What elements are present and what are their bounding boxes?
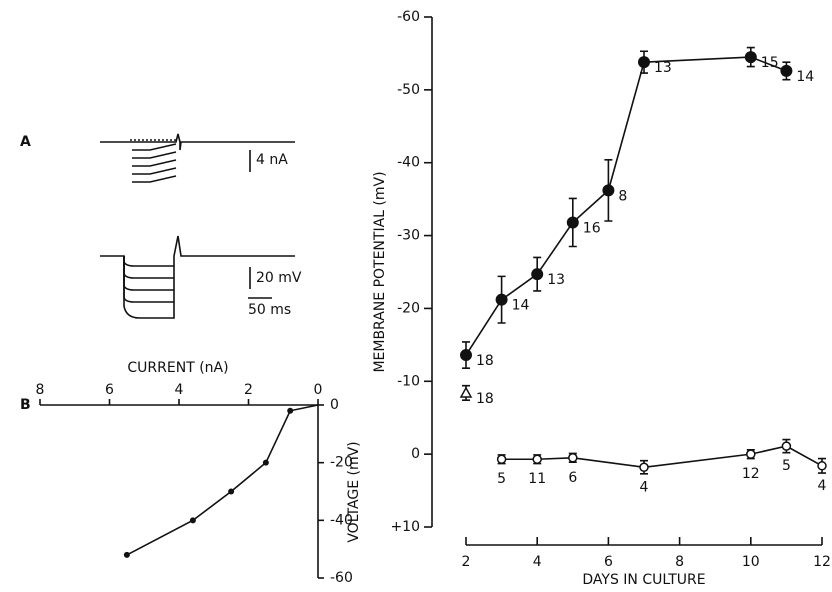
n-label: 11 <box>528 471 546 487</box>
current-step <box>132 175 177 183</box>
data-point <box>746 449 756 459</box>
current-step <box>132 159 177 167</box>
data-point <box>817 461 827 471</box>
n-label: 13 <box>547 272 565 288</box>
y-tick-label: -60 <box>397 9 420 25</box>
x-tick-label: 6 <box>604 554 613 570</box>
y-tick-label: -10 <box>397 373 420 389</box>
data-point <box>781 441 792 451</box>
n-label: 6 <box>568 470 577 486</box>
n-label: 15 <box>761 55 779 71</box>
data-point <box>744 51 757 64</box>
data-point <box>568 453 578 463</box>
data-point <box>460 349 472 362</box>
n-label: 14 <box>796 69 814 85</box>
y-tick-label: -50 <box>397 82 420 98</box>
data-point <box>532 454 542 464</box>
data-point <box>123 551 130 558</box>
panel-label: A <box>20 134 31 150</box>
data-point <box>780 64 793 77</box>
x-tick-label: 2 <box>462 554 471 570</box>
voltage-step <box>123 256 174 303</box>
n-label: 4 <box>818 478 827 494</box>
n-label: 14 <box>512 298 530 314</box>
scale-bar-label: 50 ms <box>248 302 291 318</box>
y-tick-label: -20 <box>330 455 353 471</box>
current-step <box>132 167 177 175</box>
current-step <box>132 151 177 159</box>
n-label: 5 <box>782 458 791 474</box>
data-point <box>495 293 508 306</box>
x-tick-label: 4 <box>533 554 542 570</box>
panel-label: B <box>20 397 31 413</box>
n-label: 12 <box>742 466 760 482</box>
data-point <box>262 459 269 466</box>
x-tick-label: 2 <box>244 382 253 398</box>
x-axis-label: CURRENT (nA) <box>127 360 228 376</box>
voltage-step <box>123 256 174 291</box>
data-point <box>459 386 473 398</box>
data-point <box>531 268 544 281</box>
y-tick-label: 0 <box>411 446 420 462</box>
fit-line <box>126 404 319 556</box>
n-label: 8 <box>618 188 627 204</box>
data-point <box>189 517 196 524</box>
x-tick-label: 8 <box>36 382 45 398</box>
voltage-step <box>123 256 174 267</box>
n-label: 13 <box>654 60 672 76</box>
x-tick-label: 10 <box>742 554 760 570</box>
x-tick-label: 8 <box>675 554 684 570</box>
n-label: 18 <box>476 391 494 407</box>
y-tick-label: -40 <box>330 512 353 528</box>
n-label: 5 <box>497 471 506 487</box>
scale-bar-label: 20 mV <box>256 270 302 286</box>
series-line <box>501 445 823 469</box>
x-axis-label: DAYS IN CULTURE <box>582 572 705 588</box>
y-tick-label: -60 <box>330 570 353 586</box>
x-tick-label: 0 <box>314 382 323 398</box>
current-trace <box>100 133 295 151</box>
data-point <box>566 216 579 229</box>
data-point <box>496 454 507 464</box>
y-tick-label: 0 <box>330 397 339 413</box>
data-point <box>228 488 235 495</box>
n-label: 18 <box>476 353 494 369</box>
current-step <box>132 143 177 151</box>
y-tick-label: -20 <box>397 300 420 316</box>
y-axis-label: MEMBRANE POTENTIAL (mV) <box>372 171 388 372</box>
x-tick-label: 6 <box>105 382 114 398</box>
voltage-step <box>123 256 174 279</box>
data-point <box>602 184 615 197</box>
voltage-trace <box>100 235 295 319</box>
y-tick-label: -30 <box>397 228 420 244</box>
n-label: 4 <box>640 479 649 495</box>
data-point <box>638 56 650 69</box>
n-label: 16 <box>583 220 601 236</box>
data-point <box>287 407 294 414</box>
x-tick-label: 12 <box>813 554 831 570</box>
x-tick-label: 4 <box>175 382 184 398</box>
y-tick-label: -40 <box>397 155 420 171</box>
y-tick-label: +10 <box>390 519 420 535</box>
series-line <box>465 56 787 356</box>
data-point <box>639 462 649 473</box>
y-axis-label: VOLTAGE (mV) <box>346 441 362 542</box>
scale-bar-label: 4 nA <box>256 152 288 168</box>
